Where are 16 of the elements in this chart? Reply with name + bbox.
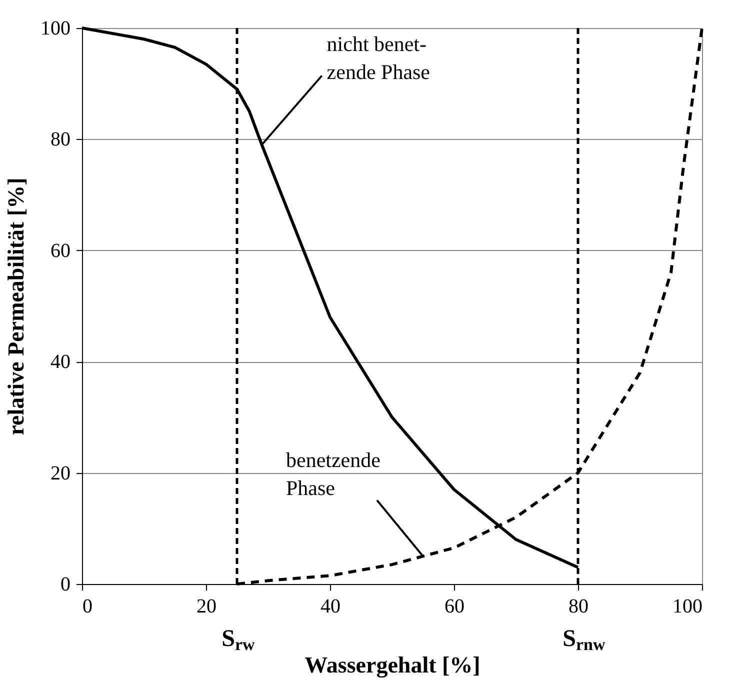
y-tick-label: 60	[50, 240, 70, 262]
x-tick-label: 100	[672, 596, 702, 618]
x-tick-label: 20	[196, 596, 216, 618]
x-tick-label: 80	[568, 596, 588, 618]
x-tick-label: 40	[320, 596, 340, 618]
y-tick-label: 40	[50, 351, 70, 374]
x-tick-label: 60	[444, 596, 464, 618]
y-axis-title: relative Permeabilität [%]	[4, 178, 28, 436]
y-tick-label: 20	[50, 462, 70, 484]
y-tick-label: 100	[40, 18, 70, 40]
annotation: nicht benet- zende Phase	[326, 32, 430, 84]
annotation: benetzende Phase	[286, 448, 380, 500]
x-tick-label: 0	[82, 596, 92, 618]
y-tick-label: 0	[60, 574, 70, 596]
y-tick-label: 80	[50, 128, 70, 151]
x-axis-title: Wassergehalt [%]	[304, 652, 480, 678]
